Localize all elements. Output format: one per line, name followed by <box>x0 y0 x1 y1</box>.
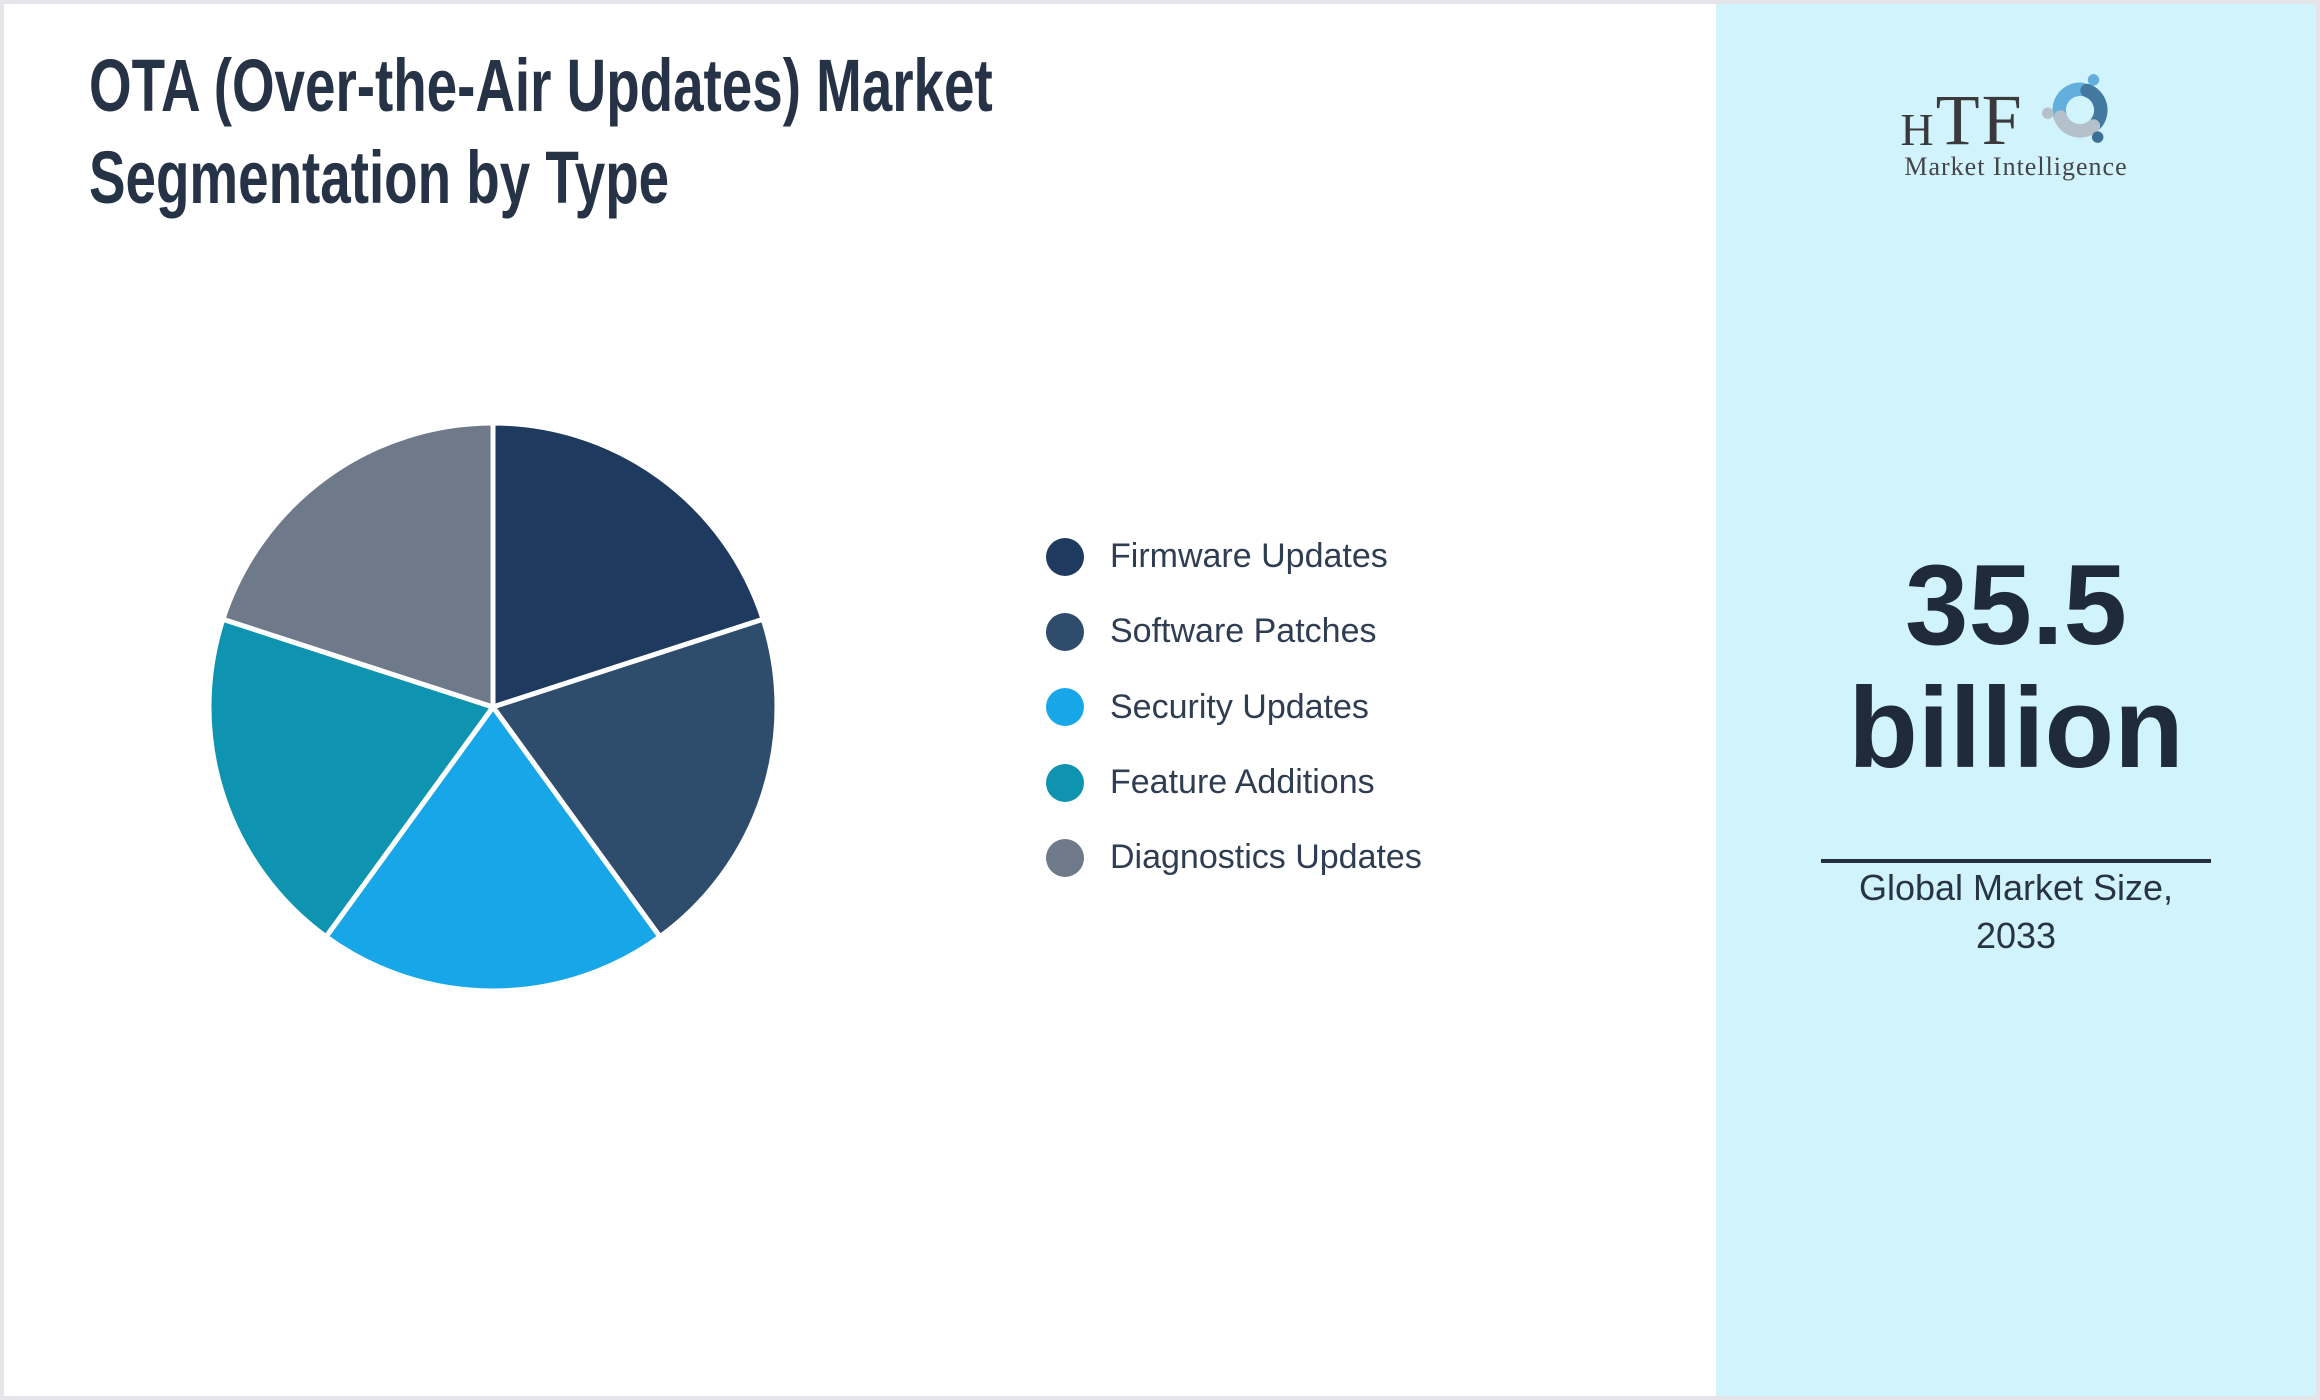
legend-label: Firmware Updates <box>1110 537 1388 576</box>
legend-swatch <box>1046 537 1084 576</box>
market-size-caption: Global Market Size, 2033 <box>1716 864 2316 960</box>
legend-item: Firmware Updates <box>1046 519 1422 594</box>
logo-letter-f: F <box>1981 79 2024 160</box>
legend-item: Security Updates <box>1046 670 1422 745</box>
pie-slice-4 <box>220 420 496 710</box>
market-size: 35.5 billion <box>1716 544 2316 790</box>
dolphin-swirl-icon <box>2041 74 2108 143</box>
pie-slice-1 <box>490 616 780 940</box>
legend-label: Security Updates <box>1110 687 1369 726</box>
pie-slice-0 <box>490 420 766 710</box>
legend-swatch <box>1046 763 1084 802</box>
market-size-value: 35.5 <box>1905 542 2127 669</box>
pie-slice-2 <box>323 704 663 994</box>
page-title: OTA (Over-the-Air Updates) Market Segmen… <box>89 40 993 224</box>
sidebar-divider <box>1821 859 2211 863</box>
caption-line2: 2033 <box>1975 915 2057 956</box>
pie-slice-3 <box>206 616 496 940</box>
legend-item: Feature Additions <box>1046 745 1422 820</box>
page-title-line1: OTA (Over-the-Air Updates) Market <box>89 44 993 127</box>
page-title-line2: Segmentation by Type <box>89 136 670 219</box>
chart-area: OTA (Over-the-Air Updates) Market Segmen… <box>4 4 1716 1396</box>
logo-letter-h: H <box>1900 104 1936 156</box>
legend-item: Software Patches <box>1046 594 1422 669</box>
legend-label: Diagnostics Updates <box>1110 838 1422 877</box>
legend-swatch <box>1046 688 1084 727</box>
caption-line1: Global Market Size, <box>1858 867 2174 908</box>
legend-label: Software Patches <box>1110 612 1377 651</box>
logo-subtitle: Market Intelligence <box>1904 152 2128 181</box>
logo-letter-t: T <box>1935 79 1982 160</box>
legend-item: Diagnostics Updates <box>1046 820 1422 895</box>
market-size-unit: billion <box>1848 665 2184 792</box>
legend-swatch <box>1046 838 1084 877</box>
legend-label: Feature Additions <box>1110 763 1375 802</box>
legend: Firmware Updates Software Patches Security… <box>1046 519 1422 895</box>
legend-swatch <box>1046 612 1084 651</box>
pie-chart <box>206 420 780 994</box>
